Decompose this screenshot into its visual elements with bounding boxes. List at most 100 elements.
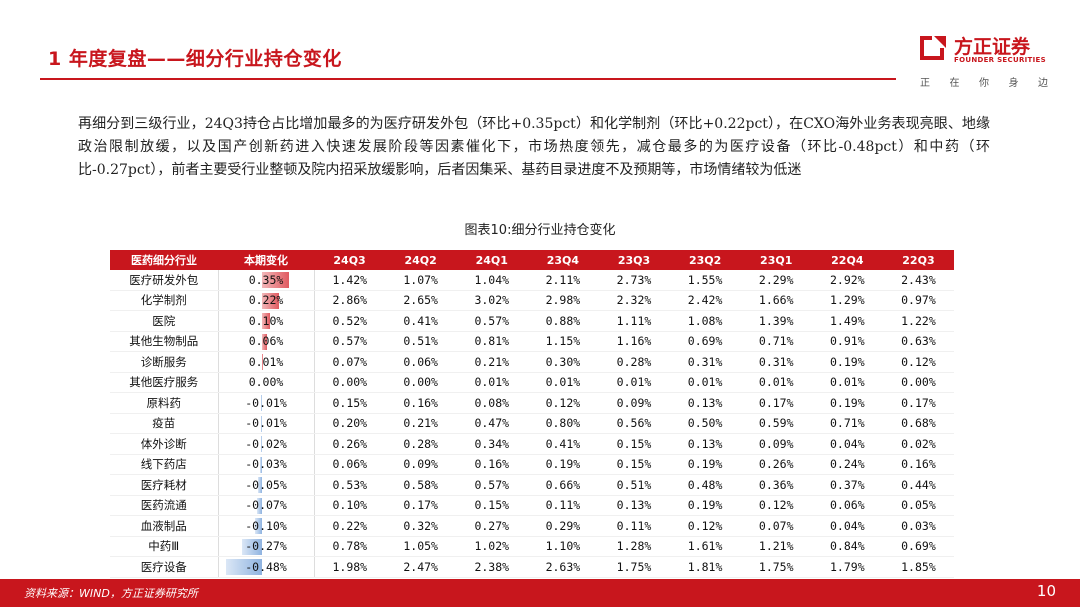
holding-value-cell: 0.44% [882,474,954,496]
holding-value-cell: 0.97% [882,290,954,311]
table-row: 医院 0.10% 0.52% 0.41% 0.57% 0.88% 1.11% 1.08% 1.3… [110,310,954,332]
holding-value-cell: 0.84% [811,536,883,557]
holding-value-cell: 2.92% [811,270,883,291]
holding-value-cell: 2.86% [314,290,386,311]
industry-name-cell: 医疗研发外包 [110,270,219,291]
company-logo: 方正证券 FOUNDER SECURITIES 正 在 你 身 边 [914,30,1054,90]
decrease-bar [256,497,263,514]
holding-value-cell: 1.15% [527,331,599,352]
industry-name-cell: 疫苗 [110,413,219,434]
holding-value-cell: 0.01% [669,372,741,393]
holding-value-cell: 0.06% [811,495,883,516]
holding-value-cell: 0.29% [527,515,599,537]
table-row: 其他医疗服务 0.00% 0.00% 0.00% 0.01% 0.01% 0.01% 0.01… [110,372,954,393]
column-header: 23Q2 [669,250,741,270]
change-cell: 0.00% [218,372,315,393]
change-value: -0.01% [245,416,287,431]
table-caption: 图表10:细分行业持仓变化 [464,223,616,238]
increase-bar [262,333,267,350]
column-header: 本期变化 [218,250,314,270]
holding-value-cell: 1.05% [385,536,457,557]
change-cell: -0.01% [218,413,315,434]
holding-value-cell: 0.03% [882,515,954,537]
holding-value-cell: 2.98% [527,290,599,311]
holding-value-cell: 0.59% [740,413,812,434]
slogan-char: 正 [920,78,930,89]
holding-value-cell: 0.19% [669,454,741,475]
founder-logo-icon [920,36,946,60]
holding-value-cell: 0.51% [598,474,670,496]
holding-value-cell: 1.42% [314,270,386,291]
holding-value-cell: 0.01% [456,372,528,393]
industry-name-cell: 中药Ⅲ [110,536,219,557]
change-cell: -0.48% [218,556,315,578]
change-value: 0.06% [248,334,284,349]
change-cell: 0.06% [218,331,315,352]
holding-value-cell: 1.11% [598,310,670,332]
industry-name-cell: 原料药 [110,392,219,414]
decrease-bar [259,456,263,473]
change-cell: -0.07% [218,495,315,516]
decrease-bar [261,395,263,411]
change-value: -0.10% [245,518,287,533]
holding-value-cell: 1.81% [669,556,741,578]
table-row: 化学制剂 0.22% 2.86% 2.65% 3.02% 2.98% 2.32% 2.42% 1… [110,290,954,311]
holding-value-cell: 0.13% [598,495,670,516]
change-cell: 0.01% [218,351,315,373]
holding-value-cell: 0.41% [527,433,599,455]
holding-value-cell: 2.43% [882,270,954,291]
change-value: 0.35% [248,272,284,287]
holding-value-cell: 0.58% [385,474,457,496]
change-value: -0.02% [245,436,287,451]
holding-value-cell: 0.16% [385,392,457,414]
holding-value-cell: 0.09% [598,392,670,414]
holding-value-cell: 0.13% [669,392,741,414]
holding-value-cell: 1.10% [527,536,599,557]
column-header: 24Q3 [314,250,386,270]
industry-name-cell: 体外诊断 [110,433,219,455]
holding-value-cell: 0.15% [598,433,670,455]
table-row: 线下药店 -0.03% 0.06% 0.09% 0.16% 0.19% 0.15% 0.19%… [110,454,954,475]
holding-value-cell: 1.49% [811,310,883,332]
holding-value-cell: 0.52% [314,310,386,332]
holding-value-cell: 1.29% [811,290,883,311]
holding-value-cell: 0.08% [456,392,528,414]
holding-value-cell: 0.05% [882,495,954,516]
holding-value-cell: 2.63% [527,556,599,578]
holding-value-cell: 0.17% [740,392,812,414]
holding-value-cell: 1.16% [598,331,670,352]
decrease-bar [261,415,263,432]
industry-name-cell: 其他医疗服务 [110,372,219,393]
table-row: 医疗设备 -0.48% 1.98% 2.47% 2.38% 2.63% 1.75% 1.81%… [110,556,954,578]
holding-value-cell: 0.22% [314,515,386,537]
holding-value-cell: 1.55% [669,270,741,291]
industry-name-cell: 其他生物制品 [110,331,219,352]
table-row: 医药流通 -0.07% 0.10% 0.17% 0.15% 0.11% 0.13% 0.19%… [110,495,954,516]
holding-value-cell: 0.16% [456,454,528,475]
page-title: 1 年度复盘——细分行业持仓变化 [48,48,342,70]
industry-name-cell: 医药流通 [110,495,219,516]
change-value: 0.01% [248,354,284,369]
increase-bar [262,292,279,309]
slogan-char: 你 [979,78,989,89]
change-cell: -0.10% [218,515,315,537]
holding-value-cell: 2.29% [740,270,812,291]
column-header: 24Q2 [385,250,457,270]
holding-value-cell: 0.41% [385,310,457,332]
page-number: 10 [1036,582,1056,600]
change-cell: -0.02% [218,433,315,455]
column-header: 23Q3 [598,250,670,270]
holding-value-cell: 1.61% [669,536,741,557]
holding-value-cell: 0.53% [314,474,386,496]
table-body: 医疗研发外包 0.35% 1.42% 1.07% 1.04% 2.11% 2.73% 1.55… [110,270,954,578]
holding-value-cell: 1.79% [811,556,883,578]
table-row: 医疗耗材 -0.05% 0.53% 0.58% 0.57% 0.66% 0.51% 0.48%… [110,474,954,496]
holding-value-cell: 0.21% [385,413,457,434]
title-underline [40,78,896,80]
holding-value-cell: 0.11% [527,495,599,516]
logo-chinese-name: 方正证券 [954,36,1031,58]
holding-value-cell: 0.09% [740,433,812,455]
change-cell: -0.03% [218,454,315,475]
holding-value-cell: 1.22% [882,310,954,332]
holding-value-cell: 0.32% [385,515,457,537]
